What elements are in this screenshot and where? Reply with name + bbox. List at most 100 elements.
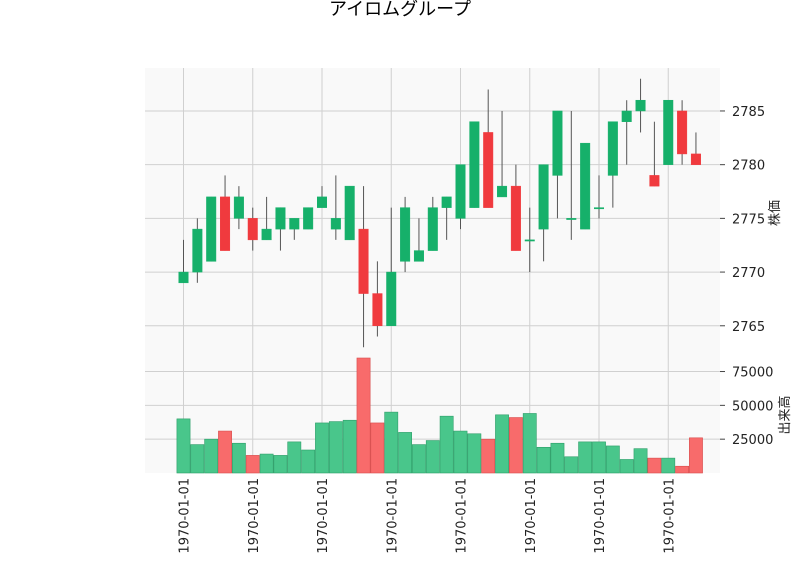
candles — [178, 78, 701, 348]
candle-up — [441, 196, 452, 208]
candle-up — [538, 164, 549, 230]
candle-up — [594, 207, 604, 210]
volume-bar — [259, 453, 274, 474]
volume-bar — [398, 432, 412, 474]
volume-tick-label: 50000 — [732, 399, 773, 414]
candle-up — [178, 271, 189, 284]
candle-down — [220, 196, 231, 251]
volume-axis-ticks: 25000 50000 75000 — [720, 366, 773, 448]
volume-bar — [536, 446, 551, 474]
candle-up — [386, 271, 397, 327]
volume-bar — [245, 455, 260, 474]
x-tick-label: 1970-01-01 — [178, 478, 193, 554]
volume-bar — [176, 418, 191, 474]
candle-up — [552, 110, 563, 176]
candle-down — [483, 132, 494, 208]
price-tick-label: 2785 — [732, 105, 765, 120]
x-tick-label: 1970-01-01 — [593, 478, 608, 554]
volume-bar — [675, 465, 689, 474]
candle-up — [455, 164, 466, 219]
volume-bar — [578, 441, 593, 474]
candle-up — [330, 218, 341, 230]
candle-up — [413, 250, 424, 262]
x-tick-label: 1970-01-01 — [247, 478, 262, 554]
candle-up — [261, 228, 272, 241]
candle-up — [524, 239, 535, 242]
price-panel: 2765 2770 2775 2780 2785 株価 — [145, 68, 783, 358]
volume-bar — [384, 411, 399, 474]
price-tick-label: 2775 — [732, 212, 765, 227]
candle-down — [510, 185, 521, 251]
volume-bar — [301, 449, 316, 474]
x-tick-label: 1970-01-01 — [455, 478, 470, 554]
volume-bar — [481, 438, 496, 474]
volume-bar — [495, 414, 509, 474]
candle-up — [566, 218, 577, 220]
candle-up — [635, 99, 646, 112]
volume-bar — [370, 422, 385, 474]
volume-bar — [328, 421, 343, 474]
volume-bar — [647, 457, 662, 474]
volume-bar — [592, 441, 606, 474]
candle-down — [372, 293, 383, 327]
volume-bar — [661, 457, 676, 474]
x-tick-label: 1970-01-01 — [662, 478, 677, 554]
volume-bar — [190, 444, 205, 474]
x-tick-label: 1970-01-01 — [316, 478, 331, 554]
volume-bar — [550, 442, 565, 474]
candle-up — [303, 207, 314, 230]
volume-panel: 25000 50000 75000 出来高 — [145, 357, 793, 474]
volume-bar — [356, 357, 371, 474]
volume-bar — [453, 430, 468, 474]
volume-tick-label: 75000 — [732, 366, 773, 381]
volume-bar — [633, 448, 648, 474]
volume-bar — [689, 437, 703, 474]
candle-up — [427, 207, 438, 251]
price-axis-label: 株価 — [768, 200, 783, 226]
candle-down — [690, 153, 701, 165]
candle-up — [580, 142, 591, 230]
candle-up — [621, 110, 632, 122]
volume-bars — [176, 357, 703, 474]
volume-bar — [204, 438, 219, 474]
volume-bar — [273, 455, 288, 474]
candle-up — [192, 228, 203, 273]
chart-title: アイロムグループ — [329, 0, 471, 20]
candle-up — [275, 207, 286, 230]
volume-bar — [232, 442, 246, 474]
volume-bar — [315, 422, 329, 474]
candle-up — [233, 196, 244, 219]
candle-down — [649, 175, 660, 187]
candle-up — [400, 207, 411, 262]
candle-up — [206, 196, 217, 262]
volume-bar — [425, 440, 440, 474]
volume-tick-label: 25000 — [732, 433, 773, 448]
volume-axis-label: 出来高 — [777, 395, 793, 434]
price-tick-label: 2765 — [732, 320, 765, 335]
candle-up — [607, 121, 618, 176]
candle-down — [247, 218, 258, 241]
volume-bar — [439, 415, 454, 474]
volume-bar — [508, 417, 523, 474]
candle-up — [289, 218, 300, 230]
volume-bar — [218, 430, 232, 474]
volume-bar — [467, 433, 482, 474]
candle-up — [469, 121, 480, 208]
candle-up — [663, 99, 674, 165]
volume-bar — [342, 419, 357, 474]
candle-down — [677, 110, 688, 155]
volume-bar — [287, 441, 302, 474]
volume-bar — [605, 445, 620, 474]
x-tick-label: 1970-01-01 — [385, 478, 400, 554]
candle-up — [497, 185, 508, 198]
volume-bar — [522, 413, 537, 474]
date-axis-ticks: 1970-01-01 1970-01-01 1970-01-01 1970-01-01… — [178, 478, 678, 554]
candle-down — [358, 228, 369, 294]
price-tick-label: 2770 — [732, 266, 765, 281]
volume-bar — [412, 444, 426, 474]
candle-up — [317, 196, 327, 208]
volume-bar — [619, 459, 634, 474]
price-axis-ticks: 2765 2770 2775 2780 2785 — [720, 105, 765, 335]
volume-bar — [564, 456, 579, 474]
